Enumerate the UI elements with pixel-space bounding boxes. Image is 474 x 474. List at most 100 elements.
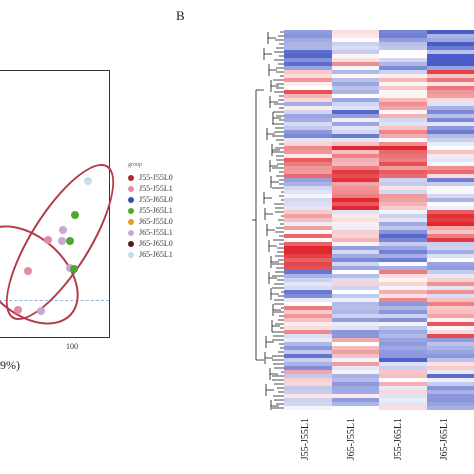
heatmap-cell <box>379 270 427 274</box>
heatmap-row <box>284 130 474 134</box>
heatmap-row <box>284 290 474 294</box>
heatmap-cell <box>426 290 474 294</box>
heatmap-row <box>284 86 474 90</box>
heatmap-cell <box>331 30 379 34</box>
heatmap-cell <box>379 126 427 130</box>
heatmap-cell <box>331 122 379 126</box>
heatmap-cell <box>331 170 379 174</box>
heatmap-cell <box>426 66 474 70</box>
heatmap-cell <box>284 210 332 214</box>
heatmap-cell <box>379 234 427 238</box>
heatmap-cell <box>426 370 474 374</box>
heatmap-cell <box>331 218 379 222</box>
heatmap-cell <box>426 30 474 34</box>
heatmap-cell <box>426 226 474 230</box>
heatmap-cell <box>284 142 332 146</box>
heatmap-cell <box>426 334 474 338</box>
heatmap-cell <box>331 350 379 354</box>
heatmap-row <box>284 246 474 250</box>
heatmap-cell <box>331 406 379 410</box>
heatmap-row <box>284 390 474 394</box>
heatmap-cell <box>284 42 332 46</box>
heatmap-cell <box>331 210 379 214</box>
pca-plot-frame <box>0 70 110 338</box>
legend-label: J55-J65L1 <box>139 206 173 215</box>
heatmap-cell <box>379 114 427 118</box>
heatmap-cell <box>331 322 379 326</box>
heatmap-cell <box>426 262 474 266</box>
heatmap-cell <box>379 186 427 190</box>
heatmap-cell <box>331 202 379 206</box>
heatmap-cell <box>379 106 427 110</box>
heatmap-cell <box>379 130 427 134</box>
pca-point <box>84 177 92 185</box>
legend-item: J55-J65L1 <box>128 205 173 216</box>
heatmap-cell <box>379 102 427 106</box>
heatmap-row <box>284 250 474 254</box>
heatmap-row <box>284 150 474 154</box>
heatmap-cell <box>379 142 427 146</box>
heatmap-row <box>284 314 474 318</box>
heatmap-row <box>284 382 474 386</box>
heatmap-row <box>284 138 474 142</box>
heatmap-cell <box>284 202 332 206</box>
heatmap-cell <box>284 114 332 118</box>
heatmap-row <box>284 386 474 390</box>
heatmap-row <box>284 238 474 242</box>
heatmap-cell <box>426 118 474 122</box>
heatmap-cell <box>426 346 474 350</box>
heatmap-cell <box>379 290 427 294</box>
legend-item: J65-J65L1 <box>128 249 173 260</box>
heatmap-cell <box>426 202 474 206</box>
heatmap-cell <box>426 238 474 242</box>
heatmap-row <box>284 342 474 346</box>
heatmap-cell <box>284 62 332 66</box>
heatmap-cell <box>379 402 427 406</box>
heatmap-cell <box>426 286 474 290</box>
heatmap-cell <box>379 134 427 138</box>
heatmap-cell <box>284 378 332 382</box>
heatmap-cell <box>379 262 427 266</box>
heatmap-cell <box>331 234 379 238</box>
heatmap-cell <box>426 366 474 370</box>
heatmap-cell <box>379 138 427 142</box>
heatmap-cell <box>284 382 332 386</box>
heatmap-cell <box>426 250 474 254</box>
legend-swatch <box>128 185 134 192</box>
heatmap-cell <box>331 302 379 306</box>
heatmap-row <box>284 142 474 146</box>
heatmap-cell <box>284 122 332 126</box>
heatmap-cell <box>426 194 474 198</box>
pca-zero-line <box>0 300 109 301</box>
heatmap-cell <box>379 398 427 402</box>
heatmap-cell <box>379 190 427 194</box>
heatmap-cell <box>331 146 379 150</box>
heatmap-row <box>284 90 474 94</box>
heatmap-cell <box>284 30 332 34</box>
heatmap-cell <box>379 206 427 210</box>
heatmap-cell <box>379 346 427 350</box>
row-dendrogram <box>252 31 284 410</box>
heatmap-cell <box>331 278 379 282</box>
heatmap-cell <box>331 154 379 158</box>
legend-swatch <box>128 207 134 214</box>
heatmap-row <box>284 62 474 66</box>
heatmap-cell <box>379 98 427 102</box>
legend-label: J65-J65L0 <box>139 239 173 248</box>
heatmap-row <box>284 322 474 326</box>
heatmap-cell <box>426 270 474 274</box>
heatmap-row <box>284 186 474 190</box>
heatmap-cell <box>284 290 332 294</box>
heatmap-cell <box>331 374 379 378</box>
heatmap-cell <box>284 342 332 346</box>
heatmap-row <box>284 346 474 350</box>
heatmap-row <box>284 34 474 38</box>
heatmap-cell <box>379 122 427 126</box>
heatmap-cell <box>426 342 474 346</box>
heatmap-cell <box>284 346 332 350</box>
heatmap-cell <box>284 398 332 402</box>
heatmap-cell <box>284 282 332 286</box>
heatmap-cell <box>426 138 474 142</box>
heatmap-cell <box>426 386 474 390</box>
legend-label: J55-J55L1 <box>139 184 173 193</box>
